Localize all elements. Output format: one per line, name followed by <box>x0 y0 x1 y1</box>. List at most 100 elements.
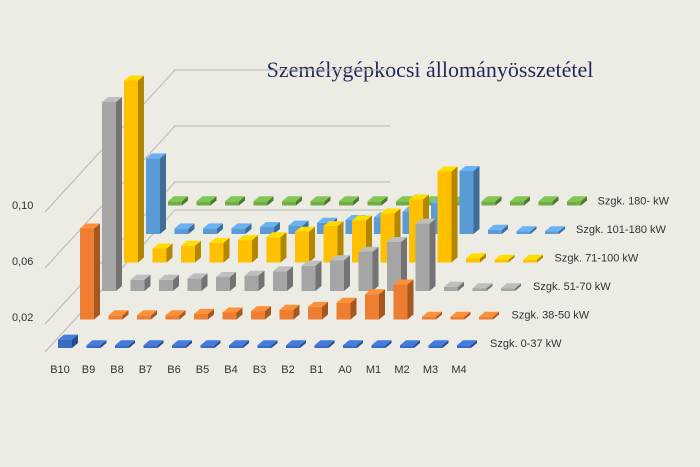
bar-top <box>152 243 173 249</box>
bar-top <box>494 254 515 260</box>
bar-side <box>436 311 442 320</box>
bar <box>538 201 553 206</box>
bar-top <box>174 223 195 229</box>
bar-top <box>187 273 208 279</box>
bar-side <box>274 222 280 234</box>
y-tick-label: 0,02 <box>12 312 33 324</box>
bar <box>494 259 509 263</box>
bar-top <box>146 153 166 159</box>
bar-top <box>380 208 401 214</box>
bar-side <box>243 340 249 348</box>
bar-side <box>230 272 236 291</box>
bar <box>400 345 414 348</box>
bar-side <box>236 307 243 320</box>
bar <box>273 271 287 291</box>
bar-top <box>108 310 129 316</box>
bar-side <box>186 340 192 348</box>
bar-side <box>451 166 458 263</box>
bar-top <box>428 340 449 346</box>
bar <box>396 201 410 206</box>
x-tick-label: B2 <box>281 364 294 376</box>
grid-line <box>44 69 390 213</box>
legend-label: Szgk. 71-100 kW <box>555 252 639 264</box>
bar-top <box>466 253 486 259</box>
bar-side <box>239 196 245 206</box>
bar-top <box>102 97 122 102</box>
bar-top <box>244 270 265 276</box>
bar-top <box>422 311 442 317</box>
bar-top <box>409 194 429 200</box>
bar <box>457 345 471 348</box>
bar-top <box>387 237 407 242</box>
bar-top <box>279 304 300 310</box>
bar <box>216 277 230 291</box>
bar <box>115 345 129 348</box>
bar-top <box>231 223 252 229</box>
bar-top <box>203 223 223 229</box>
bar <box>481 201 496 206</box>
bar <box>86 345 101 348</box>
bar <box>466 258 480 263</box>
bar <box>450 316 465 320</box>
bar-top <box>371 340 392 346</box>
bar <box>488 229 502 234</box>
bar-top <box>479 311 499 317</box>
bar-top <box>365 289 385 295</box>
bar <box>143 345 158 348</box>
bar-side <box>195 240 201 263</box>
bar-top <box>393 279 414 285</box>
bar <box>343 345 357 348</box>
bar <box>387 242 401 291</box>
bar-side <box>322 301 328 320</box>
bar-top <box>168 196 188 202</box>
x-tick-label: B7 <box>139 364 152 376</box>
bar-side <box>315 260 322 291</box>
bar-side <box>495 196 502 206</box>
bar-side <box>296 196 302 206</box>
x-tick-label: B4 <box>224 364 237 376</box>
bar-top <box>510 196 530 202</box>
bar <box>172 345 186 348</box>
bar-side <box>530 226 537 234</box>
bar <box>437 171 452 263</box>
bar-side <box>293 304 300 320</box>
bar <box>187 278 202 291</box>
bar-top <box>58 334 78 340</box>
x-tick-label: B3 <box>253 364 266 376</box>
bar-side <box>258 270 265 291</box>
bar <box>428 345 443 348</box>
bar-side <box>324 196 331 206</box>
bar <box>472 288 487 291</box>
x-tick-label: B1 <box>310 364 323 376</box>
bar-top <box>273 266 293 272</box>
bar-top <box>415 218 436 224</box>
x-tick-label: A0 <box>338 364 351 376</box>
bar-side <box>173 274 179 291</box>
bar <box>393 284 408 320</box>
legend-label: Szgk. 101-180 kW <box>576 224 666 236</box>
bar <box>308 306 322 320</box>
bar <box>459 171 474 234</box>
bar-top <box>229 340 249 346</box>
bar-side <box>442 340 449 348</box>
x-tick-label: B5 <box>196 364 209 376</box>
bar-side <box>493 311 499 320</box>
bar <box>523 259 537 263</box>
y-tick-label: 0,10 <box>12 200 33 212</box>
bar-side <box>429 218 436 291</box>
bar-side <box>581 196 587 206</box>
bar <box>58 339 72 348</box>
bar <box>165 315 180 320</box>
bar-side <box>381 196 388 206</box>
bar-side <box>300 340 306 348</box>
bar-side <box>245 223 252 234</box>
bar-top <box>200 340 221 346</box>
bar <box>371 345 386 348</box>
bar <box>310 201 325 206</box>
bar-side <box>210 196 217 206</box>
legend-label: Szgk. 0-37 kW <box>490 338 562 350</box>
bar <box>244 275 259 291</box>
bar-top <box>124 75 144 81</box>
bar-top <box>538 196 559 202</box>
bar-side <box>458 281 464 291</box>
